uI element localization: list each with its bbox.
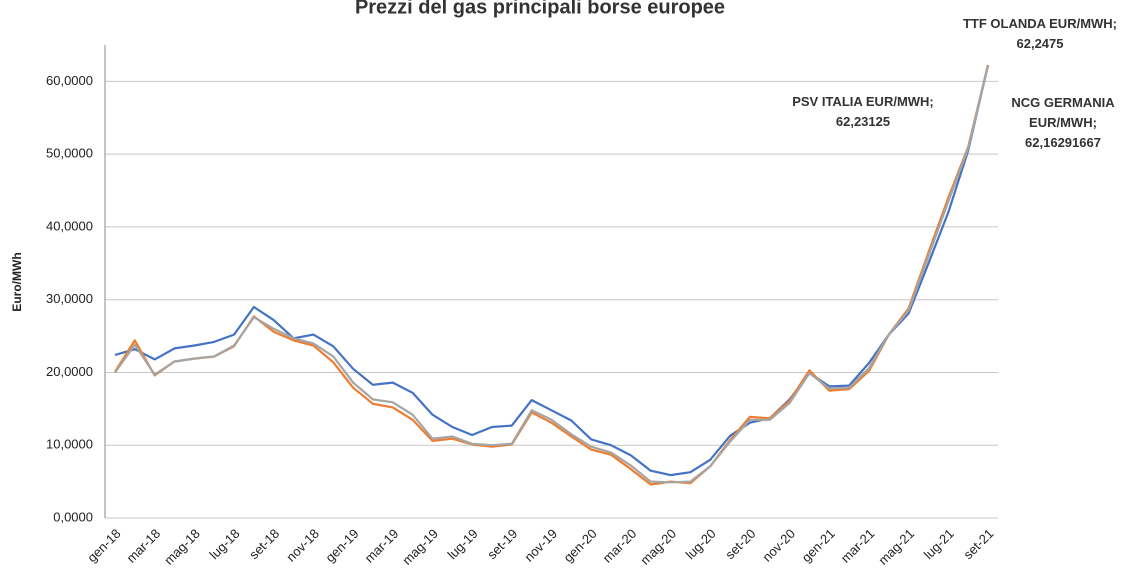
x-tick-label: lug-20 [683,526,719,562]
value-label: 62,16291667 [1025,135,1101,150]
y-tick-label: 0,0000 [53,509,93,524]
x-tick-label: gen-20 [561,526,600,565]
x-tick-label: gen-21 [799,526,838,565]
x-tick-label: gen-19 [322,526,361,565]
x-tick-label: set-18 [246,526,282,562]
x-tick-label: lug-18 [206,526,242,562]
x-tick-label: mar-20 [600,526,640,566]
y-tick-label: 50,0000 [46,146,93,161]
y-tick-label: 60,0000 [46,73,93,88]
x-tick-label: set-21 [960,526,996,562]
y-axis-label: Euro/MWh [10,252,24,311]
x-tick-label: mag-21 [875,526,917,568]
x-tick-label: mag-19 [399,526,441,568]
x-tick-label: mag-18 [161,526,203,568]
annotation: NCG GERMANIA EUR/MWH; 62,16291667 [998,93,1128,153]
y-tick-label: 30,0000 [46,291,93,306]
series-name: TTF OLANDA EUR/MWH; [962,16,1118,31]
chart-title: Prezzi del gas principali borse europee [355,0,725,18]
x-tick-label: set-20 [722,526,758,562]
y-tick-label: 10,0000 [46,437,93,452]
value-label: 62,23125 [835,114,891,129]
x-tick-label: mag-20 [637,526,679,568]
x-tick-label: nov-20 [759,526,798,565]
x-tick-label: mar-21 [838,526,878,566]
x-tick-label: lug-19 [445,526,481,562]
annotation: TTF OLANDA EUR/MWH; 62,2475 [940,14,1134,54]
series-name: NCG GERMANIA EUR/MWH; [1011,95,1115,130]
y-tick-label: 20,0000 [46,364,93,379]
series-name: PSV ITALIA EUR/MWH; [792,94,934,109]
series-line [114,64,990,477]
annotation: PSV ITALIA EUR/MWH; 62,23125 [758,92,968,132]
x-tick-label: mar-19 [362,526,402,566]
series-line [114,65,990,484]
y-tick-label: 40,0000 [46,218,93,233]
x-tick-label: nov-18 [283,526,322,565]
x-tick-label: nov-19 [521,526,560,565]
x-tick-label: lug-21 [921,526,957,562]
x-tick-label: mar-18 [124,526,164,566]
x-tick-label: set-19 [484,526,520,562]
value-label: 62,2475 [1016,36,1064,51]
x-tick-label: gen-18 [84,526,123,565]
